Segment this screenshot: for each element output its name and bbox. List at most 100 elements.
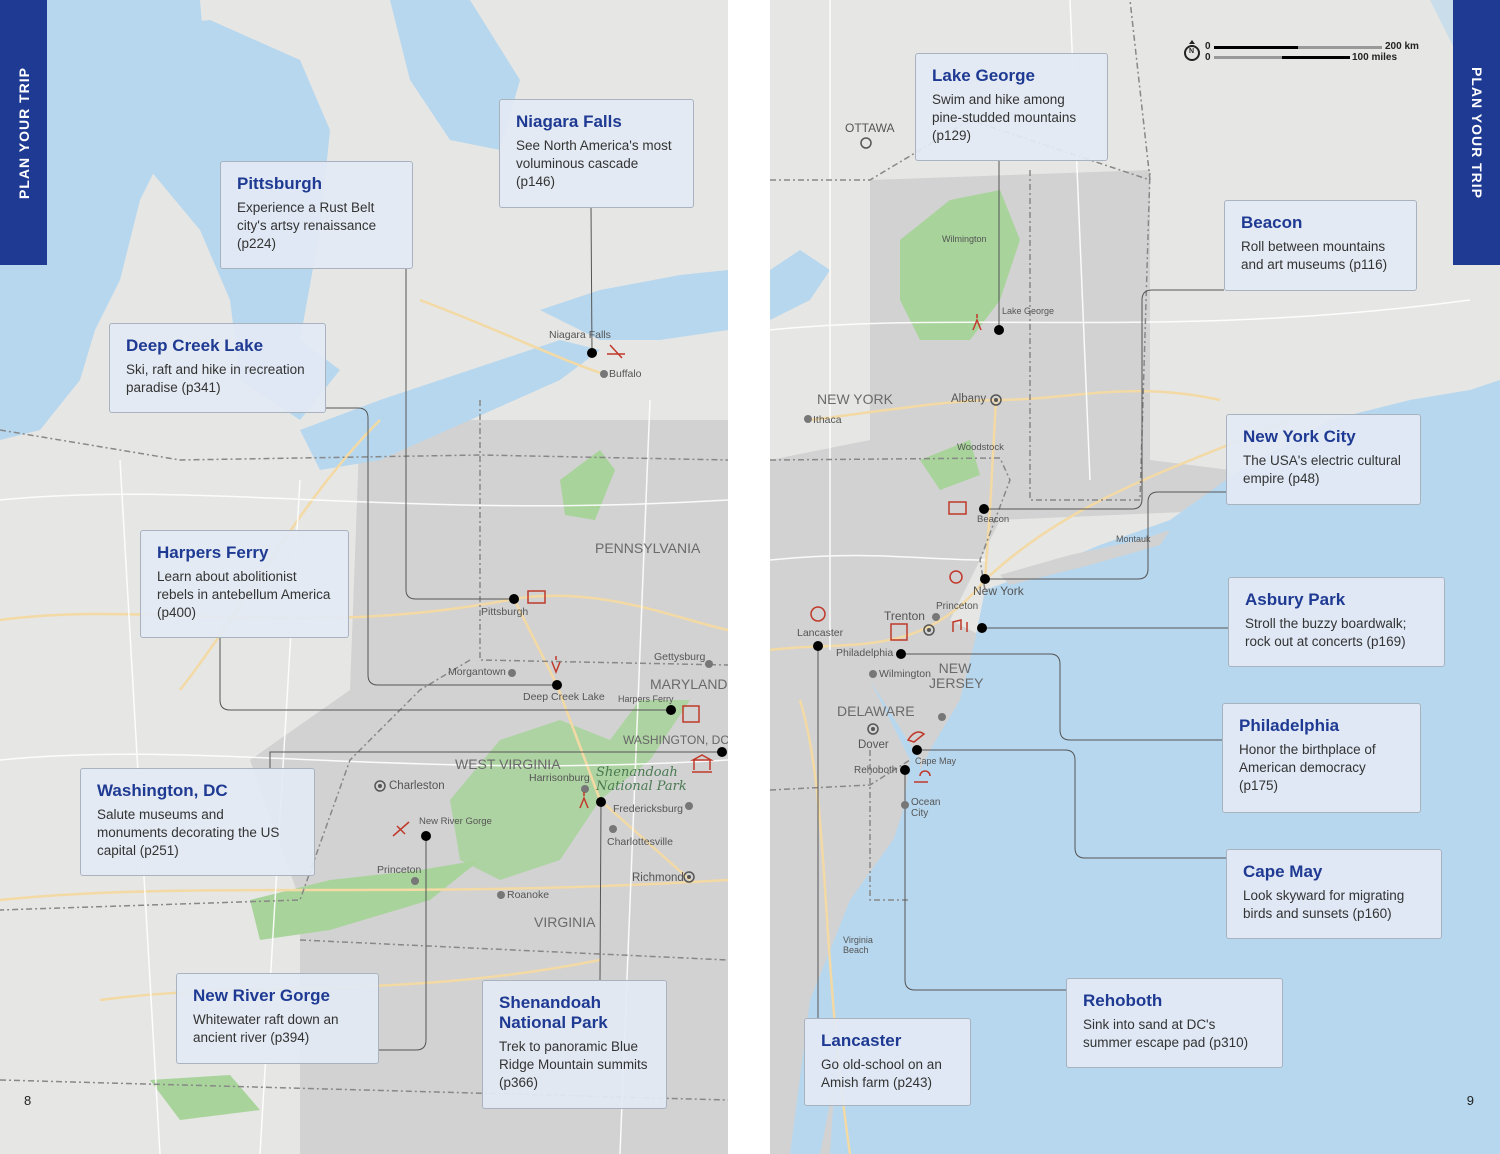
card-text: The USA's electric cultural empire (p48) <box>1243 453 1401 486</box>
farm-icon <box>810 606 826 622</box>
place-label: Princeton <box>377 864 422 876</box>
hiker-icon <box>551 656 561 675</box>
place-label: Dover <box>858 739 889 751</box>
card-text: Sink into sand at DC's summer escape pad… <box>1083 1017 1249 1050</box>
state-label: NEW JERSEY <box>929 660 984 691</box>
card-title: Pittsburgh <box>237 174 322 193</box>
side-tab-right: PLAN YOUR TRIP <box>1453 0 1500 265</box>
card-title: Niagara Falls <box>516 112 622 131</box>
card-title: Lancaster <box>821 1031 902 1050</box>
state-label: PENNSYLVANIA <box>595 540 701 556</box>
card-niagara-falls[interactable]: Niagara Falls See North America's most vo… <box>499 99 694 208</box>
card-lake-george[interactable]: Lake George Swim and hike among pine-stud… <box>915 53 1108 161</box>
place-label: Wilmington <box>942 234 987 244</box>
card-text: Ski, raft and hike in recreation paradis… <box>126 362 305 395</box>
scale-mi-label: 100 miles <box>1352 52 1398 63</box>
hiker-icon <box>972 314 982 331</box>
scale-km-label: 200 km <box>1385 41 1419 52</box>
place-label: Roanoke <box>507 889 550 901</box>
page-number-left: 8 <box>24 1093 32 1108</box>
card-title: Cape May <box>1243 862 1323 881</box>
place-label: Beacon <box>977 514 1010 525</box>
card-asbury-park[interactable]: Asbury Park Stroll the buzzy boardwalk; r… <box>1228 577 1445 667</box>
card-text: Learn about abolitionist rebels in anteb… <box>157 569 331 620</box>
place-label: Charleston <box>389 780 445 792</box>
card-pittsburgh[interactable]: Pittsburgh Experience a Rust Belt city's … <box>220 161 413 269</box>
place-label: Charlottesville <box>607 836 673 848</box>
card-text: Stroll the buzzy boardwalk; rock out at … <box>1245 616 1407 649</box>
card-text: Swim and hike among pine-studded mountai… <box>932 92 1077 143</box>
place-label: Pittsburgh <box>481 606 529 618</box>
card-text: See North America's most voluminous casc… <box>516 138 672 189</box>
place-label: New York <box>973 584 1024 598</box>
card-title: Washington, DC <box>97 781 228 800</box>
place-label: Philadelphia <box>836 647 894 659</box>
history-icon <box>682 705 700 723</box>
north-label: N <box>1189 48 1195 55</box>
north-arrow-icon <box>1184 45 1200 61</box>
scale-mi-zero: 0 <box>1205 52 1211 63</box>
card-cape-may[interactable]: Cape May Look skyward for migrating birds… <box>1226 849 1442 939</box>
card-title: New York City <box>1243 427 1356 446</box>
card-lancaster[interactable]: Lancaster Go old-school on an Amish farm … <box>804 1018 971 1106</box>
place-label: Wilmington <box>879 668 931 680</box>
place-label: Princeton <box>936 601 979 612</box>
state-label: DELAWARE <box>837 703 915 719</box>
scale-km-zero: 0 <box>1205 41 1211 52</box>
card-new-york-city[interactable]: New York City The USA's electric cultural… <box>1226 414 1421 505</box>
card-title: Deep Creek Lake <box>126 336 264 355</box>
museum-icon <box>690 754 714 773</box>
place-label: Morgantown <box>448 666 506 678</box>
card-beacon[interactable]: Beacon Roll between mountains and art mus… <box>1224 200 1417 291</box>
city-lights-icon <box>949 570 963 584</box>
page-number-right: 9 <box>1466 1093 1474 1108</box>
place-label: Ithaca <box>813 414 842 426</box>
art-icon <box>948 501 967 515</box>
place-label: Lake George <box>1002 306 1055 316</box>
music-icon <box>952 619 968 632</box>
waterfall-icon <box>607 344 625 359</box>
card-title: Philadelphia <box>1239 716 1340 735</box>
place-label: New River Gorge <box>419 816 492 827</box>
card-text: Experience a Rust Belt city's artsy rena… <box>237 200 377 251</box>
card-harpers-ferry[interactable]: Harpers Ferry Learn about abolitionist re… <box>140 530 349 638</box>
food-icon <box>890 623 908 641</box>
place-label: Richmond <box>632 872 684 884</box>
place-label: Buffalo <box>609 368 642 380</box>
card-philadelphia[interactable]: Philadelphia Honor the birthplace of Amer… <box>1222 703 1421 813</box>
card-title: Lake George <box>932 66 1035 85</box>
place-label: Albany <box>951 393 987 405</box>
place-label: Virginia Beach <box>843 935 873 955</box>
place-label: Niagara Falls <box>549 329 611 341</box>
map-base-right <box>770 0 1500 1154</box>
place-label: Cape May <box>915 756 957 766</box>
card-new-river-gorge[interactable]: New River Gorge Whitewater raft down an a… <box>176 973 379 1064</box>
state-label: MARYLAND <box>650 676 728 692</box>
side-tab-label: PLAN YOUR TRIP <box>1468 66 1485 199</box>
place-label: Trenton <box>884 609 925 623</box>
card-title: Harpers Ferry <box>157 543 269 562</box>
card-text: Honor the birthplace of American democra… <box>1239 742 1376 793</box>
card-deep-creek-lake[interactable]: Deep Creek Lake Ski, raft and hike in rec… <box>109 323 326 413</box>
park-label: Shenandoah National Park <box>596 765 687 794</box>
place-label: Gettysburg <box>654 651 706 663</box>
card-title: Rehoboth <box>1083 991 1163 1010</box>
state-label: VIRGINIA <box>534 914 596 930</box>
side-tab-label: PLAN YOUR TRIP <box>15 66 32 199</box>
card-text: Look skyward for migrating birds and sun… <box>1243 888 1405 921</box>
map-page-left: PLAN YOUR TRIP Niagara Falls Buffalo Pit… <box>0 0 728 1154</box>
card-shenandoah[interactable]: Shenandoah National Park Trek to panorami… <box>482 980 667 1109</box>
place-label: Ocean City <box>911 797 941 819</box>
card-rehoboth[interactable]: Rehoboth Sink into sand at DC's summer es… <box>1066 978 1283 1068</box>
map-page-right: N 0 0 200 km 100 miles PLAN YOUR TRIP OT… <box>770 0 1500 1154</box>
side-tab-left: PLAN YOUR TRIP <box>0 0 47 265</box>
card-washington-dc[interactable]: Washington, DC Salute museums and monumen… <box>80 768 315 876</box>
state-label: NEW YORK <box>817 391 893 407</box>
card-text: Go old-school on an Amish farm (p243) <box>821 1057 942 1090</box>
card-title: New River Gorge <box>193 986 330 1005</box>
card-text: Salute museums and monuments decorating … <box>97 807 280 858</box>
card-text: Whitewater raft down an ancient river (p… <box>193 1012 339 1045</box>
kayak-icon <box>392 821 410 837</box>
place-label: Fredericksburg <box>613 803 684 815</box>
card-title: Beacon <box>1241 213 1303 232</box>
